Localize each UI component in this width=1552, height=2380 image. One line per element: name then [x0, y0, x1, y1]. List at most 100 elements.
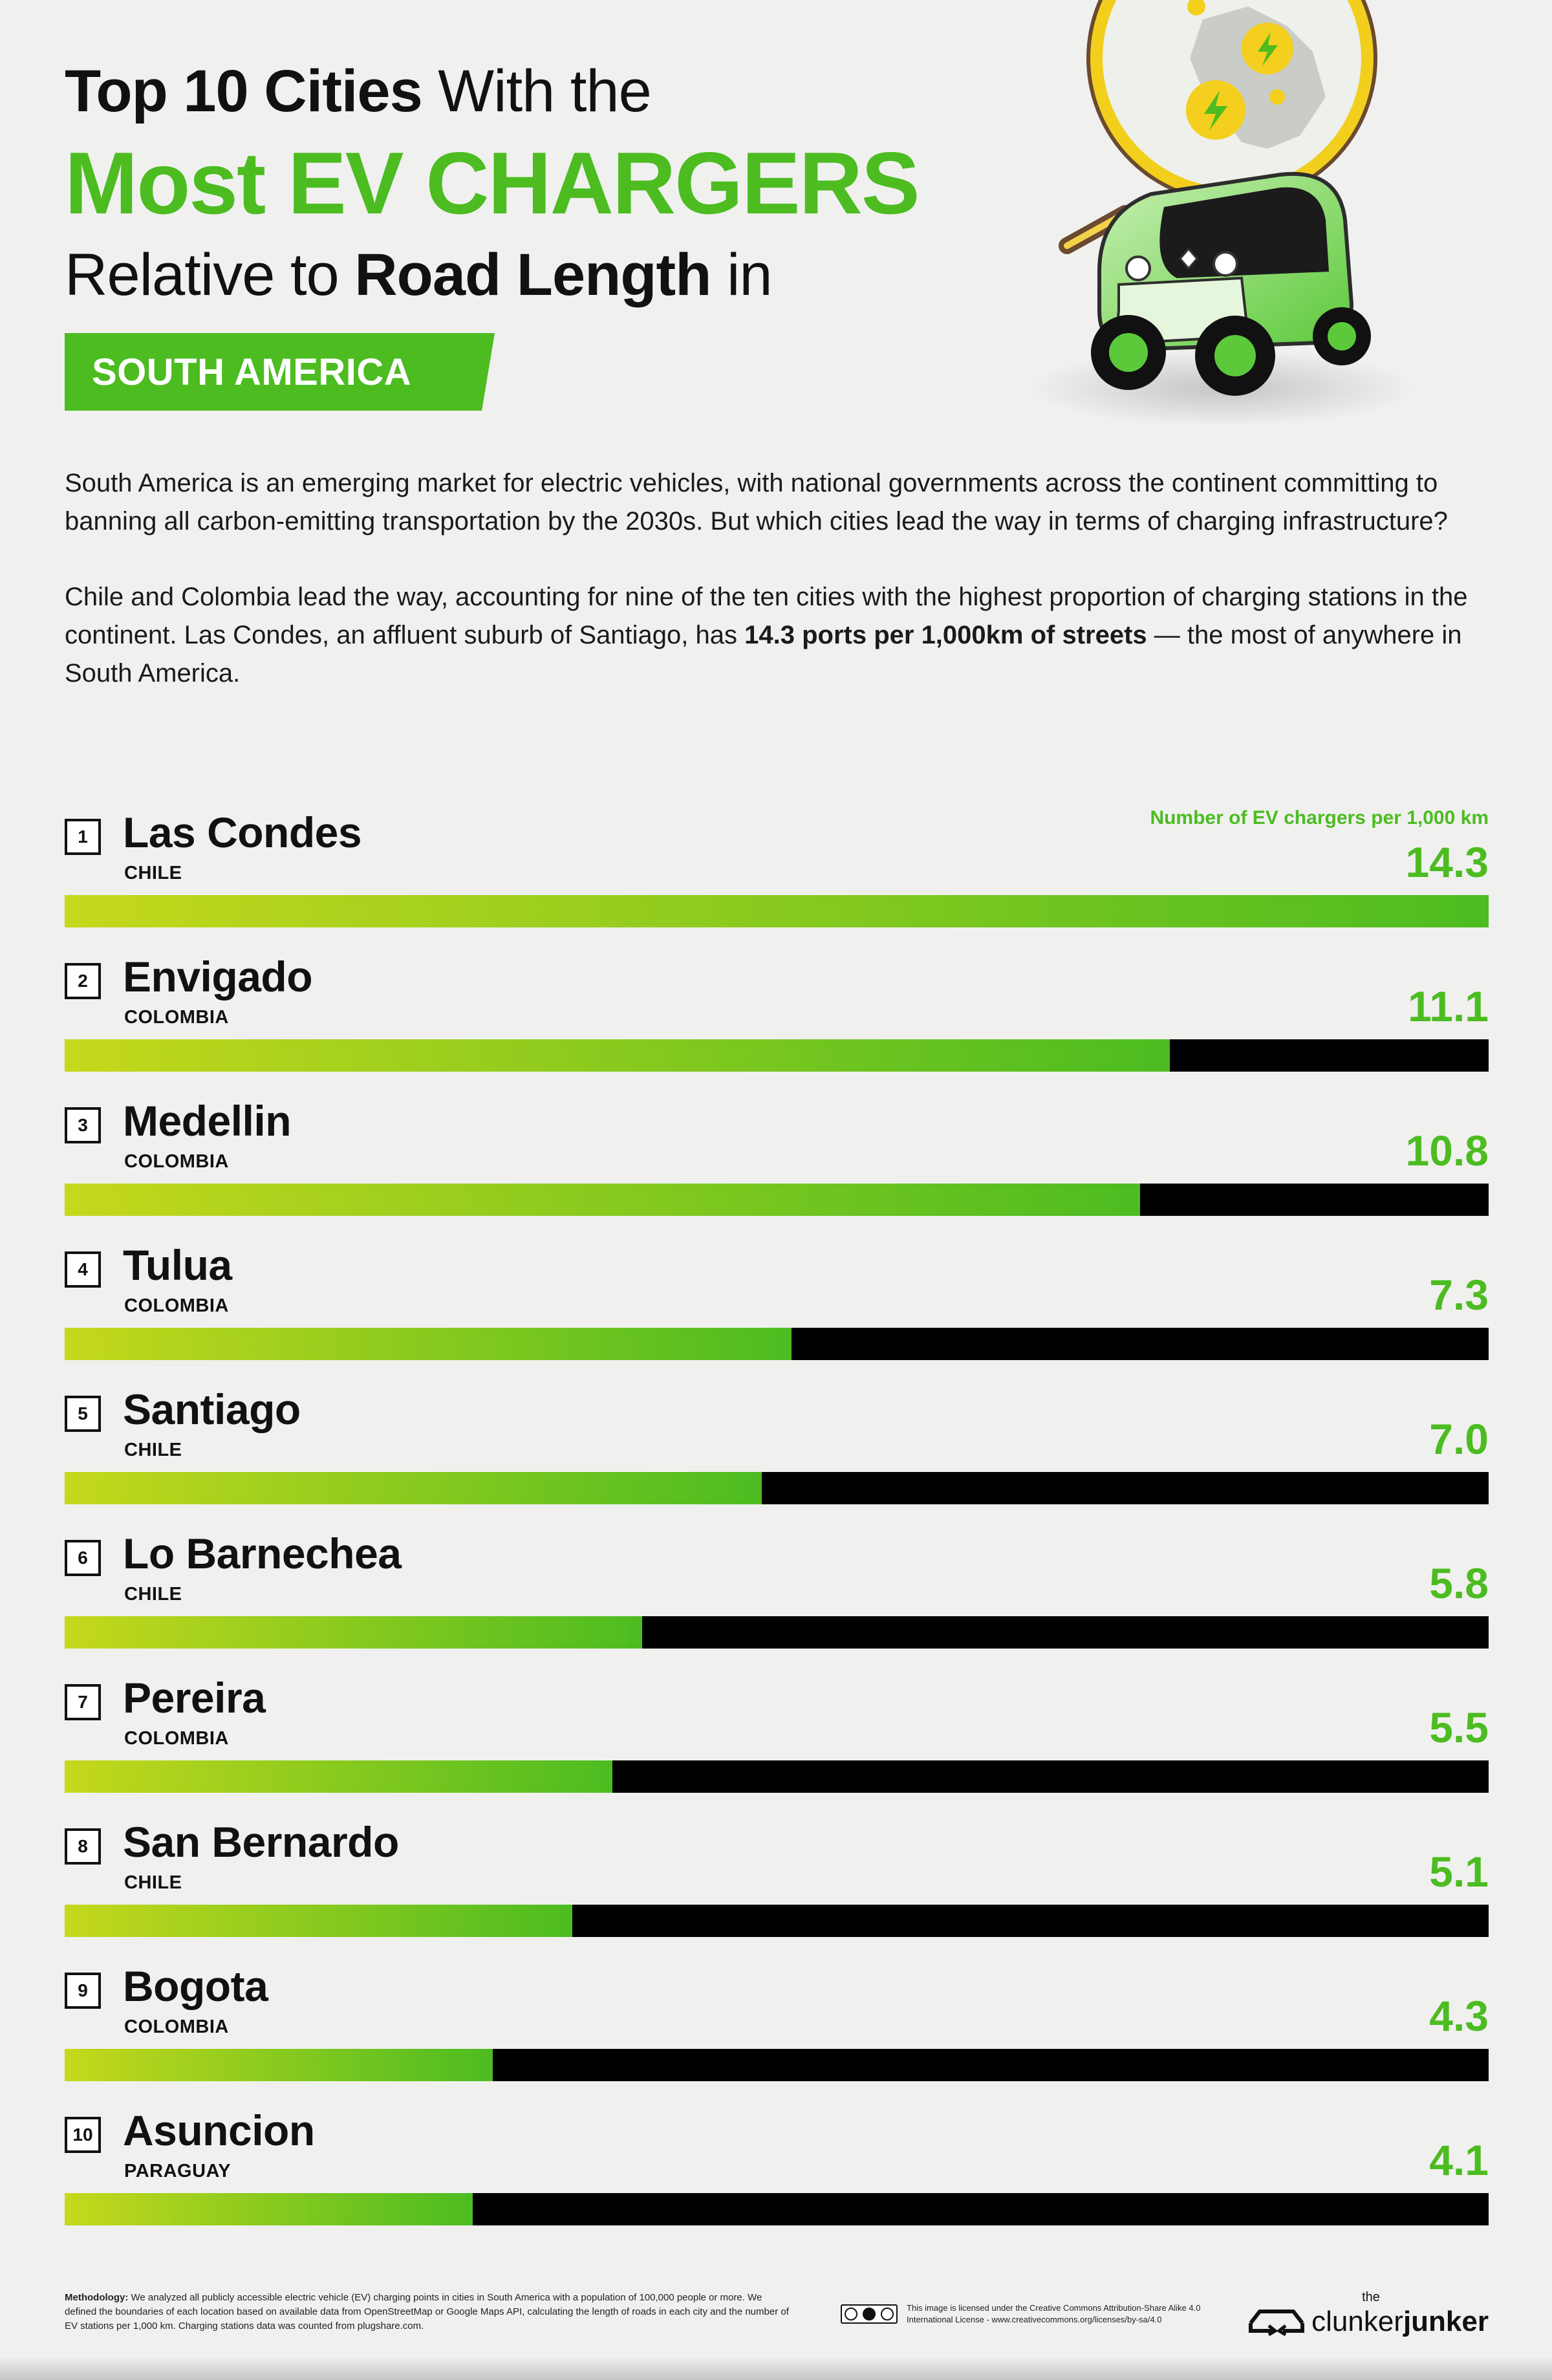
data-label: 5.1 — [1429, 1848, 1489, 1896]
title-with-the: With the — [422, 58, 651, 124]
country-name: PARAGUAY — [124, 2161, 232, 2181]
chart-row: 9 Bogota COLOMBIA 4.3 — [65, 1956, 1489, 2100]
clunkerjunker-logo-icon — [1249, 2310, 1305, 2336]
city-name: Las Condes — [123, 808, 362, 856]
data-label: 14.3 — [1405, 838, 1489, 886]
bar-chart: Number of EV chargers per 1,000 km 1 Las … — [65, 802, 1489, 2238]
country-name: COLOMBIA — [124, 1007, 229, 1028]
country-name: CHILE — [124, 1584, 182, 1605]
rank-badge: 1 — [65, 819, 101, 855]
data-label: 7.0 — [1429, 1415, 1489, 1463]
chart-row: 8 San Bernardo CHILE 5.1 — [65, 1812, 1489, 1956]
brand-the: the — [1362, 2290, 1380, 2304]
rank-badge: 4 — [65, 1251, 101, 1288]
cc-circle-icon — [845, 2308, 857, 2320]
ev-car-illustration — [1009, 0, 1423, 440]
title-road-length: Road Length — [354, 242, 711, 308]
chart-legend-label: Number of EV chargers per 1,000 km — [1150, 807, 1489, 828]
city-name: Pereira — [123, 1674, 266, 1722]
city-name: Lo Barnechea — [123, 1530, 402, 1577]
brand-clunker: clunker — [1311, 2306, 1403, 2337]
intro-p2-highlight: 14.3 ports per 1,000km of streets — [744, 621, 1147, 649]
title-in: in — [711, 242, 773, 308]
country-name: COLOMBIA — [124, 2017, 229, 2037]
bar — [65, 1328, 792, 1360]
country-name: CHILE — [124, 863, 182, 883]
chart-row: 6 Lo Barnechea CHILE 5.8 — [65, 1523, 1489, 1667]
city-name: San Bernardo — [123, 1818, 399, 1866]
bar-track — [65, 2049, 1489, 2081]
rank-badge: 6 — [65, 1540, 101, 1576]
chart-row: 1 Las Condes CHILE 14.3 — [65, 802, 1489, 946]
city-name: Bogota — [123, 1962, 268, 2010]
bar — [65, 1472, 762, 1504]
brand-text: the clunkerjunker — [1311, 2291, 1489, 2337]
chart-row: 7 Pereira COLOMBIA 5.5 — [65, 1667, 1489, 1812]
bar-track — [65, 1905, 1489, 1937]
bar-track — [65, 2193, 1489, 2225]
country-name: COLOMBIA — [124, 1295, 229, 1316]
brand-junker: junker — [1403, 2306, 1489, 2337]
bar-track — [65, 1472, 1489, 1504]
ev-car-with-map-magnifier-icon — [1028, 0, 1416, 427]
bar — [65, 895, 1489, 927]
intro-p2-end: — the most of anywhere in South America. — [65, 621, 1462, 687]
brand-logo: the clunkerjunker — [1247, 2291, 1489, 2336]
bar-track — [65, 1760, 1489, 1793]
intro-paragraph-2: Chile and Colombia lead the way, account… — [65, 578, 1494, 693]
sa-circle-icon — [881, 2308, 894, 2320]
intro-paragraph-1: South America is an emerging market for … — [65, 469, 1448, 536]
data-label: 11.1 — [1408, 982, 1489, 1030]
methodology-text: We analyzed all publicly accessible elec… — [65, 2292, 789, 2331]
data-label: 4.1 — [1429, 2136, 1489, 2184]
rank-badge: 2 — [65, 963, 101, 999]
region-tag: SOUTH AMERICA — [65, 333, 495, 411]
intro-p2-start: Chile and Colombia lead the way, account… — [65, 583, 1468, 649]
footer: Methodology: We analyzed all publicly ac… — [65, 2291, 1489, 2336]
title-line-3: Relative to Road Length in — [65, 245, 1035, 305]
data-label: 5.8 — [1429, 1559, 1489, 1607]
rank-badge: 9 — [65, 1973, 101, 2009]
title-relative-to: Relative to — [65, 242, 355, 308]
country-name: CHILE — [124, 1872, 182, 1893]
bar — [65, 2049, 493, 2081]
bar-track — [65, 1328, 1489, 1360]
bar-track — [65, 1184, 1489, 1216]
bar — [65, 1616, 642, 1649]
bar-track — [65, 1039, 1489, 1072]
chart-row: 4 Tulua COLOMBIA 7.3 — [65, 1235, 1489, 1379]
city-name: Santiago — [123, 1385, 301, 1433]
chart-row: 5 Santiago CHILE 7.0 — [65, 1379, 1489, 1523]
header: Top 10 Cities With the Most EV CHARGERS … — [65, 58, 1035, 411]
title-top-10: Top 10 Cities — [65, 58, 423, 124]
intro: South America is an emerging market for … — [65, 464, 1494, 693]
license: This image is licensed under the Creativ… — [841, 2302, 1204, 2326]
by-circle-icon — [863, 2308, 876, 2320]
bar — [65, 1184, 1140, 1216]
chart-row: 3 Medellin COLOMBIA 10.8 — [65, 1090, 1489, 1235]
country-name: COLOMBIA — [124, 1151, 229, 1172]
methodology-label: Methodology: — [65, 2292, 129, 2303]
data-label: 5.5 — [1429, 1704, 1489, 1751]
bar — [65, 1905, 572, 1937]
data-label: 7.3 — [1429, 1271, 1489, 1319]
bar — [65, 1039, 1170, 1072]
rank-badge: 5 — [65, 1396, 101, 1432]
bottom-shade — [0, 2357, 1552, 2380]
methodology: Methodology: We analyzed all publicly ac… — [65, 2291, 789, 2333]
rank-badge: 8 — [65, 1828, 101, 1865]
city-name: Asuncion — [123, 2106, 315, 2154]
chart-row: 2 Envigado COLOMBIA 11.1 — [65, 946, 1489, 1090]
bar-track — [65, 1616, 1489, 1649]
city-name: Envigado — [123, 953, 313, 1001]
chart-row: 10 Asuncion PARAGUAY 4.1 — [65, 2100, 1489, 2244]
city-name: Medellin — [123, 1097, 292, 1145]
rank-badge: 3 — [65, 1107, 101, 1143]
title-line-2: Most EV CHARGERS — [65, 134, 920, 232]
country-name: COLOMBIA — [124, 1728, 229, 1749]
city-name: Tulua — [123, 1241, 232, 1289]
license-text: This image is licensed under the Creativ… — [907, 2303, 1201, 2324]
country-name: CHILE — [124, 1440, 182, 1460]
data-label: 4.3 — [1429, 1992, 1489, 2040]
bar — [65, 1760, 612, 1793]
